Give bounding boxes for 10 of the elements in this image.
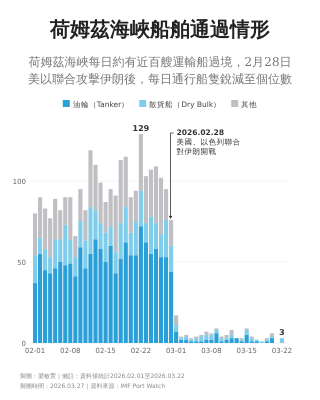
bar (244, 330, 249, 335)
total-label: 3 (279, 328, 285, 338)
bar (32, 256, 38, 284)
bar (230, 330, 234, 335)
bar (214, 330, 219, 334)
bar (174, 325, 178, 332)
chart-title: 荷姆茲海峽船舶通過情形 (49, 17, 270, 41)
bar (174, 315, 178, 326)
chart-subtitle: 荷姆茲海峽每日約有近百艘運輸船過境，2月28日美以聯合攻擊伊朗後，每日通行船隻銳減至個位數 (28, 55, 292, 86)
total-label: 129 (132, 124, 150, 134)
